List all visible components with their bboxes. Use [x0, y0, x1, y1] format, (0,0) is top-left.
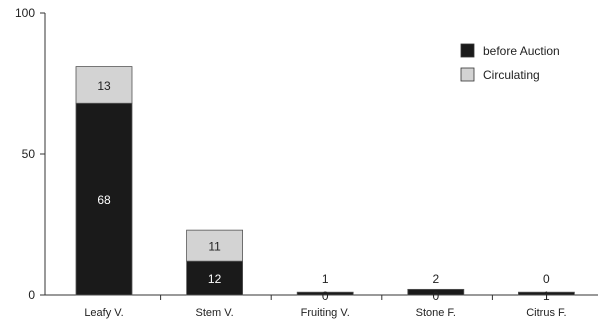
bar-circulating	[186, 229, 244, 262]
bar-before-auction	[75, 102, 133, 296]
x-tick-label: Stem V.	[196, 307, 234, 319]
x-tick-label: Stone F.	[416, 307, 456, 319]
legend-swatch	[460, 43, 475, 58]
y-tick-label: 100	[15, 6, 35, 20]
bar-before-auction	[518, 291, 575, 296]
bar-circulating	[407, 288, 465, 296]
legend-label: Circulating	[483, 68, 540, 82]
bar-circulating	[296, 291, 354, 296]
data-label-before-auction: 1	[543, 289, 550, 303]
data-labels: 68 13 Leafy V. 12 11 Stem V. 1 0 Fruiting V. 2 0 St…	[84, 79, 566, 319]
x-tick-label: Fruiting V.	[301, 307, 350, 319]
data-label-circulating: 11	[208, 240, 221, 254]
data-label-circulating: 2	[432, 272, 439, 286]
bars	[75, 66, 575, 296]
data-label-before-auction: 0	[432, 289, 439, 303]
bar-circulating	[75, 66, 133, 104]
data-label-before-auction: 0	[322, 289, 329, 303]
legend-label: before Auction	[483, 44, 560, 58]
x-tick-label: Citrus F.	[526, 307, 566, 319]
data-label-before-auction: 68	[97, 193, 111, 207]
data-label-circulating: 13	[97, 79, 111, 93]
bar-before-auction	[186, 260, 244, 296]
x-tick-label: Leafy V.	[84, 307, 123, 319]
y-tick-label: 0	[28, 288, 35, 302]
y-tick-label: 50	[22, 147, 36, 161]
data-label-before-auction: 12	[208, 272, 222, 286]
data-label-circulating: 0	[543, 272, 550, 286]
legend: before Auction Circulating	[460, 43, 560, 82]
data-label-circulating: 1	[322, 272, 329, 286]
legend-swatch	[460, 67, 475, 82]
